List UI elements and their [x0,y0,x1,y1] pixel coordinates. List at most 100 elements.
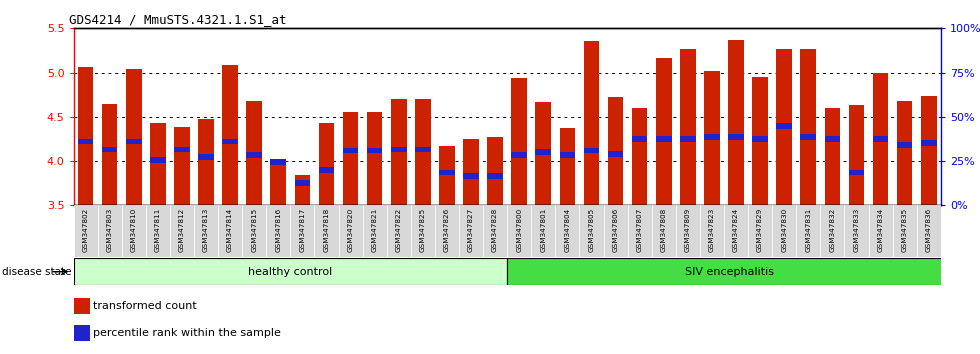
Bar [483,205,508,257]
Bar [897,142,912,148]
Text: GSM347801: GSM347801 [540,208,546,252]
Bar [439,170,455,176]
Bar [512,152,527,158]
Bar [122,205,146,257]
Bar [753,77,768,205]
Bar [560,128,575,205]
Bar [146,205,170,257]
Bar [893,205,916,257]
Bar [318,123,334,205]
Bar [728,134,744,140]
Bar [367,113,382,205]
Text: GSM347822: GSM347822 [396,208,402,252]
Bar [508,258,953,285]
Bar [125,139,141,144]
Text: GSM347834: GSM347834 [877,208,884,252]
Text: transformed count: transformed count [92,301,196,311]
Text: GSM347804: GSM347804 [564,208,570,252]
Bar [170,205,194,257]
Text: GSM347813: GSM347813 [203,208,209,252]
Bar [627,205,652,257]
Bar [873,73,889,205]
Bar [464,173,479,179]
Bar [270,162,286,205]
Bar [531,205,556,257]
Bar [315,205,338,257]
Bar [608,151,623,157]
Bar [656,58,671,205]
Text: GSM347812: GSM347812 [179,208,185,252]
Text: GSM347823: GSM347823 [709,208,715,252]
Bar [387,205,411,257]
Bar [194,205,218,257]
Text: GDS4214 / MmuSTS.4321.1.S1_at: GDS4214 / MmuSTS.4321.1.S1_at [70,13,287,26]
Bar [439,146,455,205]
Bar [560,152,575,158]
Text: SIV encephalitis: SIV encephalitis [685,267,774,277]
Bar [680,49,696,205]
Bar [632,108,648,205]
Bar [150,157,166,163]
Bar [222,139,238,144]
Bar [318,167,334,173]
Bar [632,136,648,142]
Text: GSM347824: GSM347824 [733,208,739,252]
Bar [125,69,141,205]
Text: GSM347828: GSM347828 [492,208,498,252]
Text: GSM347808: GSM347808 [661,208,666,252]
Bar [487,173,503,179]
Text: GSM347805: GSM347805 [588,208,595,252]
Bar [222,65,238,205]
Bar [921,96,937,205]
Bar [604,205,627,257]
Bar [343,148,359,153]
Text: GSM347831: GSM347831 [806,208,811,252]
Bar [680,136,696,142]
Bar [77,67,93,205]
Bar [411,205,435,257]
Text: GSM347807: GSM347807 [637,208,643,252]
Text: GSM347810: GSM347810 [130,208,137,252]
Bar [464,139,479,205]
Bar [98,205,122,257]
Text: GSM347811: GSM347811 [155,208,161,252]
Text: percentile rank within the sample: percentile rank within the sample [92,327,280,338]
Bar [415,99,430,205]
Bar [343,113,359,205]
Bar [295,180,311,186]
Text: GSM347832: GSM347832 [829,208,835,252]
Bar [295,175,311,205]
Bar [801,134,816,140]
Text: GSM347825: GSM347825 [419,208,426,252]
Text: GSM347816: GSM347816 [275,208,281,252]
Bar [415,147,430,153]
Bar [704,134,719,140]
Bar [174,147,190,153]
Bar [579,205,604,257]
Text: GSM347803: GSM347803 [107,208,113,252]
Bar [608,97,623,205]
Bar [824,136,840,142]
Bar [508,205,531,257]
Bar [556,205,579,257]
Bar [246,101,262,205]
Bar [363,205,387,257]
Bar [459,205,483,257]
Bar [512,78,527,205]
Bar [150,123,166,205]
Bar [921,141,937,146]
Text: GSM347821: GSM347821 [371,208,377,252]
Bar [652,205,676,257]
Bar [728,40,744,205]
Bar [748,205,772,257]
Bar [849,170,864,176]
Text: healthy control: healthy control [248,267,332,277]
Bar [391,99,407,205]
Text: GSM347802: GSM347802 [82,208,88,252]
Bar [868,205,893,257]
Bar [753,136,768,142]
Bar [218,205,242,257]
Bar [897,101,912,205]
Bar [435,205,459,257]
Bar [845,205,868,257]
